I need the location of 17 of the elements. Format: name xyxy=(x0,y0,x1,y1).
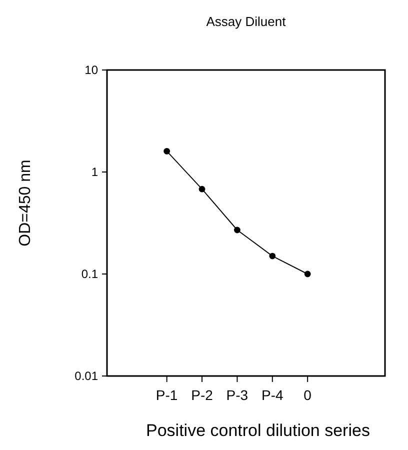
y-tick-label: 1 xyxy=(91,165,98,180)
y-tick-label: 0.01 xyxy=(74,369,98,384)
y-axis-title: OD=450 nm xyxy=(17,160,34,246)
point xyxy=(234,226,240,234)
x-tick-label: P-4 xyxy=(261,387,284,403)
y-tick-label: 0.1 xyxy=(81,267,98,282)
point xyxy=(164,148,170,154)
point xyxy=(304,270,311,278)
x-tick-label: 0 xyxy=(304,387,312,403)
chart-title: Assay Diluent xyxy=(206,14,286,29)
point xyxy=(269,252,276,260)
x-axis-title: Positive control dilution series xyxy=(146,421,370,440)
y-tick-label: 10 xyxy=(84,63,98,78)
x-tick-label: P-3 xyxy=(226,387,248,403)
point xyxy=(198,186,206,192)
x-tick-label: P-2 xyxy=(191,387,214,403)
x-tick-label: P-1 xyxy=(156,387,178,403)
